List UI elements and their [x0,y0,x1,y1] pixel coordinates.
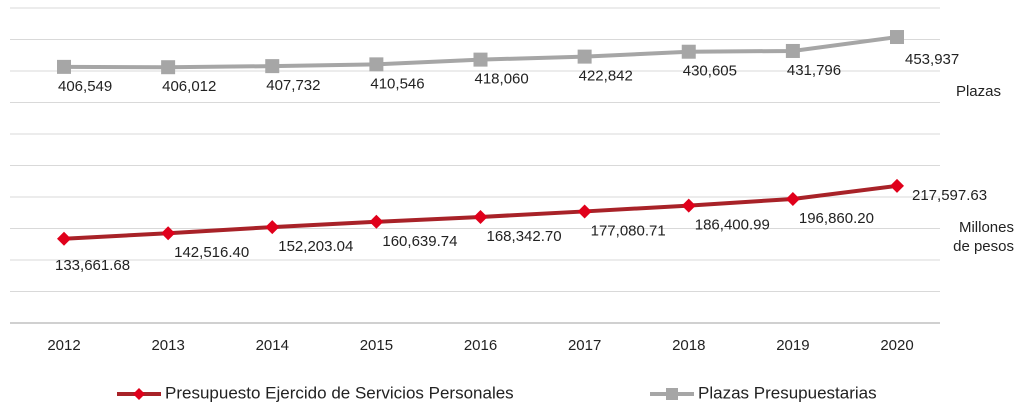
marker [890,30,904,45]
data-label: 422,842 [579,68,633,85]
data-label: 142,516.40 [174,244,249,261]
marker [577,204,592,219]
x-tick-label: 2014 [256,337,289,354]
data-label: 407,732 [266,77,320,94]
legend-marker [666,388,678,400]
x-tick-label: 2016 [464,337,497,354]
unit-label: de pesos [953,238,1014,255]
x-tick-label: 2018 [672,337,705,354]
data-label: 410,546 [370,75,424,92]
unit-label: Plazas [956,83,1001,100]
legend-label: Plazas Presupuestarias [698,383,877,402]
marker [57,59,71,74]
marker [681,44,696,59]
marker [681,198,696,213]
x-tick-label: 2015 [360,337,393,354]
marker [473,209,488,224]
data-label: 217,597.63 [912,187,987,204]
data-label: 186,400.99 [695,217,770,234]
x-tick-label: 2017 [568,337,601,354]
data-label: 406,012 [162,78,216,95]
x-tick-label: 2012 [47,337,80,354]
data-label: 168,342.70 [487,228,562,245]
x-tick-label: 2013 [151,337,184,354]
marker [577,49,592,64]
data-label: 406,549 [58,78,112,95]
x-tick-label: 2020 [880,337,913,354]
data-label: 430,605 [683,63,737,80]
data-label: 431,796 [787,62,841,79]
x-tick-label: 2019 [776,337,809,354]
legend-label: Presupuesto Ejercido de Servicios Person… [165,383,514,402]
data-label: 177,080.71 [591,222,666,239]
marker [369,214,384,229]
data-label: 160,639.74 [382,233,457,250]
marker [161,226,176,241]
marker [265,59,280,74]
data-label: 152,203.04 [278,238,353,255]
marker [890,178,904,193]
legend-marker [133,388,145,400]
marker [785,43,800,58]
marker [57,231,71,246]
data-label: 133,661.68 [55,257,130,274]
data-label: 453,937 [905,51,959,68]
marker [265,220,280,235]
data-label: 196,860.20 [799,210,874,227]
data-label: 418,060 [475,71,529,88]
marker [785,191,800,206]
unit-label: Millones [959,219,1014,236]
marker [161,60,176,75]
marker [473,52,488,67]
marker [369,57,384,72]
